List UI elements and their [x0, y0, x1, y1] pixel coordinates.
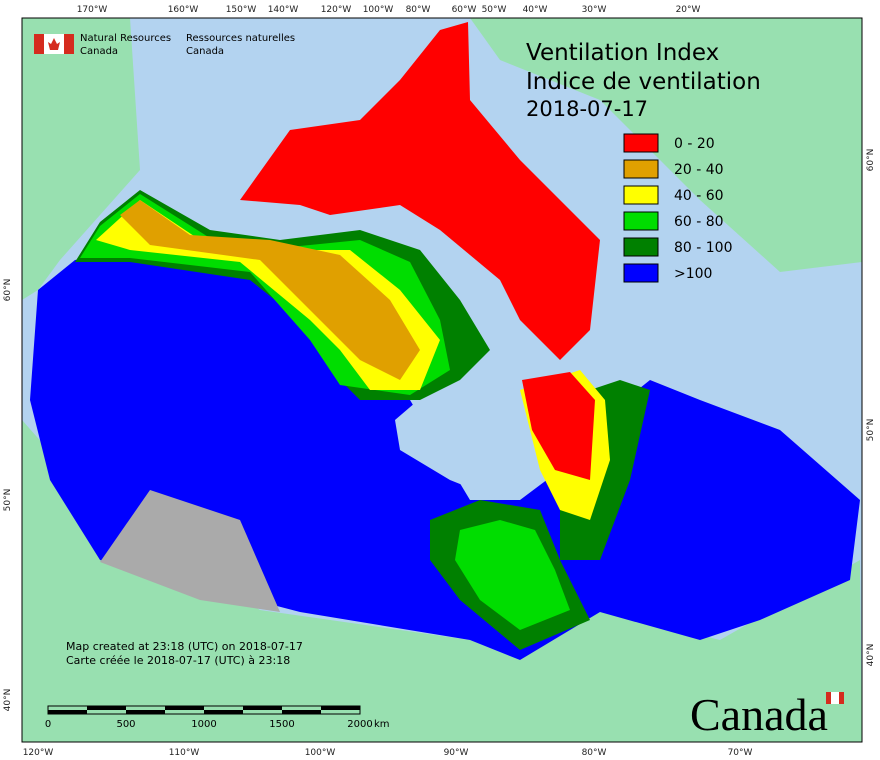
alaska [22, 18, 140, 300]
agency-en: Natural Resources [80, 33, 171, 44]
graticule-label: 120°W [321, 5, 352, 15]
legend-swatch [623, 237, 659, 257]
legend-label: >100 [674, 266, 712, 282]
scale-label: 2000 [347, 719, 372, 730]
hudson-bay [395, 380, 530, 500]
graticule-label: 100°W [363, 5, 394, 15]
title: Indice de ventilation [526, 69, 761, 95]
graticule-label: 50°N [866, 419, 876, 442]
legend-swatch [623, 211, 659, 231]
scale-frame [47, 705, 361, 715]
graticule-label: 150°W [226, 5, 257, 15]
no-data-region [100, 490, 280, 612]
scale-segment [321, 706, 360, 710]
credit: Map created at 23:18 (UTC) on 2018-07-17 [66, 640, 303, 653]
flag-band [64, 34, 74, 54]
graticule-label: 60°N [866, 149, 876, 172]
graticule-label: 40°W [523, 5, 548, 15]
graticule-label: 60°W [452, 5, 477, 15]
legend-swatch [623, 185, 659, 205]
legend-label: 60 - 80 [674, 214, 724, 230]
agency-en: Canada [80, 46, 118, 57]
agency-fr: Canada [186, 46, 224, 57]
graticule-label: 110°W [169, 748, 200, 758]
usa [22, 420, 862, 742]
scale-segment [282, 710, 321, 714]
legend-swatch [623, 159, 659, 179]
agency-logo: Natural Resources Canada Ressources natu… [34, 33, 295, 57]
title-date: 2018-07-17 [526, 97, 648, 121]
scale-segment [204, 710, 243, 714]
scale-segment [126, 710, 165, 714]
zone-0-20-arctic [240, 22, 600, 360]
wordmark-flag [831, 692, 839, 704]
graticule-label: 90°W [444, 748, 469, 758]
graticule-label: 160°W [168, 5, 199, 15]
zone-20-40 [120, 200, 420, 380]
map-frame [21, 17, 863, 743]
scale-segment [87, 706, 126, 710]
agency-fr: Ressources naturelles [186, 33, 295, 44]
greenland [470, 18, 862, 272]
wordmark-text: Canada [690, 689, 828, 740]
scale-label: 1500 [269, 719, 294, 730]
legend-label: 20 - 40 [674, 162, 724, 178]
graticule-label: 40°N [866, 644, 876, 667]
graticule-label: 30°W [582, 5, 607, 15]
wordmark: Canada [690, 689, 844, 740]
graticule-label: 80°W [582, 748, 607, 758]
scale-label: 500 [116, 719, 135, 730]
flag-leaf [48, 38, 60, 50]
title: Ventilation Index [526, 40, 719, 66]
legend-label: 40 - 60 [674, 188, 724, 204]
flag-band [34, 34, 44, 54]
legend-swatch [623, 133, 659, 153]
graticule-label: 170°W [77, 5, 108, 15]
graticule-label: 60°N [3, 279, 13, 302]
graticule-label: 120°W [23, 748, 54, 758]
zone-60-80-ontario [455, 520, 570, 630]
legend-label: 0 - 20 [674, 136, 715, 152]
scale-unit: km [374, 719, 390, 730]
graticule-label: 70°W [728, 748, 753, 758]
scale-segment [243, 706, 282, 710]
credit: Carte créée le 2018-07-17 (UTC) à 23:18 [66, 654, 290, 667]
graticule-label: 40°N [3, 689, 13, 712]
zone-0-20-quebec [522, 372, 595, 480]
legend-swatch [623, 263, 659, 283]
graticule-label: 20°W [676, 5, 701, 15]
graticule-label: 100°W [305, 748, 336, 758]
scale-segment [48, 710, 87, 714]
legend-label: 80 - 100 [674, 240, 733, 256]
graticule-label: 50°W [482, 5, 507, 15]
scale-segment [165, 706, 204, 710]
scale-label: 0 [45, 719, 51, 730]
graticule-label: 80°W [406, 5, 431, 15]
graticule-label: 140°W [268, 5, 299, 15]
scale-label: 1000 [191, 719, 216, 730]
graticule-label: 50°N [3, 489, 13, 512]
